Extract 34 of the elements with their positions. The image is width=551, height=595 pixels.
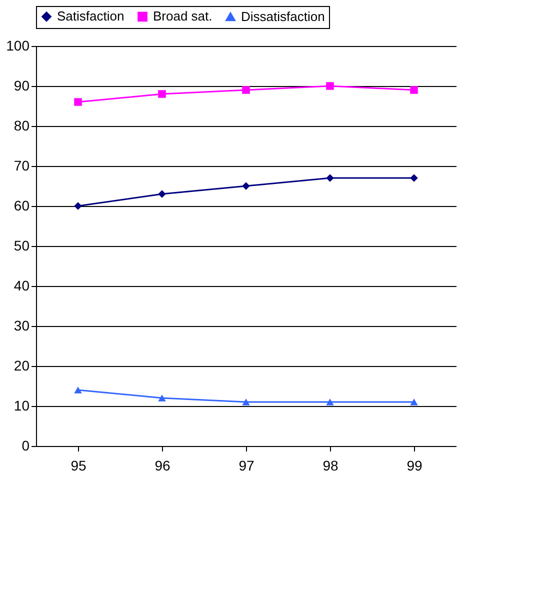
- y-tick-label: 30: [14, 318, 30, 334]
- point: [242, 86, 250, 94]
- legend-label: Dissatisfaction: [241, 8, 325, 24]
- legend-label: Broad sat.: [153, 8, 212, 24]
- point: [410, 398, 418, 406]
- point: [158, 394, 166, 402]
- point: [326, 174, 334, 182]
- point: [242, 398, 250, 406]
- y-tick-label: 40: [14, 278, 30, 294]
- x-tick-label: 97: [238, 458, 254, 474]
- point: [242, 182, 250, 190]
- y-tick-label: 60: [14, 198, 30, 214]
- y-tick-label: 70: [14, 158, 30, 174]
- y-tick-label: 20: [14, 358, 30, 374]
- y-tick-label: 0: [22, 438, 30, 454]
- point: [158, 90, 166, 98]
- point: [410, 174, 418, 182]
- legend-label: Satisfaction: [57, 8, 124, 24]
- point: [74, 98, 82, 106]
- point: [326, 398, 334, 406]
- point: [410, 86, 418, 94]
- y-tick-label: 100: [6, 38, 30, 54]
- y-tick-label: 90: [14, 78, 30, 94]
- x-tick-label: 96: [154, 458, 170, 474]
- point: [74, 386, 82, 394]
- y-tick-label: 50: [14, 238, 30, 254]
- y-tick-label: 80: [14, 118, 30, 134]
- point: [158, 190, 166, 198]
- x-tick-label: 99: [406, 458, 422, 474]
- point: [74, 202, 82, 210]
- y-tick-label: 10: [14, 398, 30, 414]
- x-tick-label: 95: [70, 458, 86, 474]
- x-tick-label: 98: [322, 458, 338, 474]
- point: [326, 82, 334, 90]
